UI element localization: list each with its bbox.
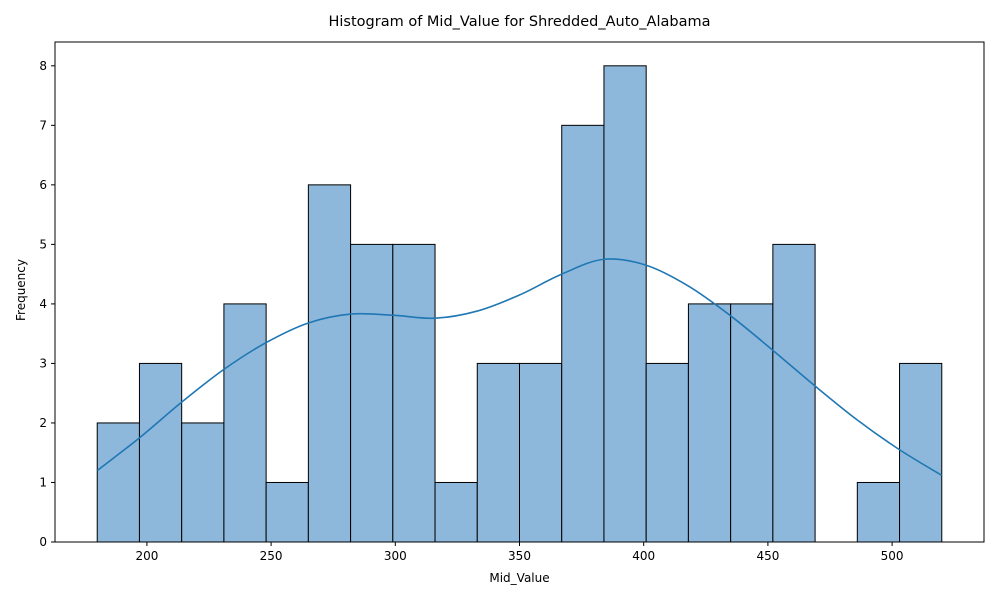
histogram-bars <box>96 65 943 543</box>
histogram-bar <box>645 362 689 543</box>
histogram-bar <box>603 65 647 543</box>
y-tick-label: 7 <box>39 118 47 132</box>
histogram-bar <box>392 243 436 543</box>
histogram-bar <box>307 184 352 543</box>
kde-curve <box>96 258 943 477</box>
x-tick-label: 450 <box>756 549 779 563</box>
y-tick-label: 8 <box>39 59 47 73</box>
y-tick-label: 6 <box>39 178 47 192</box>
histogram-bar <box>138 362 183 543</box>
y-tick-label: 5 <box>39 237 47 251</box>
x-tick-label: 200 <box>135 549 158 563</box>
histogram-bar <box>519 362 563 543</box>
x-tick-label: 400 <box>632 549 655 563</box>
x-tick-label: 350 <box>508 549 531 563</box>
histogram-bar <box>856 481 901 543</box>
histogram-bar <box>265 481 309 543</box>
y-axis-label: Frequency <box>14 259 28 321</box>
histogram-bar <box>476 362 521 543</box>
histogram-bar <box>730 303 774 543</box>
x-axis-label: Mid_Value <box>489 571 549 585</box>
chart-title: Histogram of Mid_Value for Shredded_Auto… <box>329 14 711 30</box>
y-tick-label: 0 <box>39 535 47 549</box>
y-tick-label: 2 <box>39 416 47 430</box>
y-tick-label: 3 <box>39 356 47 370</box>
histogram-bar <box>223 303 267 543</box>
histogram-bar <box>96 422 140 543</box>
histogram-bar <box>687 303 732 543</box>
x-tick-label: 250 <box>260 549 283 563</box>
y-tick-label: 1 <box>39 475 47 489</box>
histogram-bar <box>899 362 943 543</box>
histogram-bar <box>350 243 394 543</box>
y-tick-label: 4 <box>39 297 47 311</box>
histogram-bar <box>181 422 225 543</box>
histogram-bar <box>772 243 816 543</box>
x-tick-label: 300 <box>384 549 407 563</box>
x-axis-ticks: 200 250 300 350 400 450 500 <box>135 542 904 563</box>
histogram-bar <box>561 124 605 543</box>
histogram-bar <box>434 481 478 543</box>
x-tick-label: 500 <box>881 549 904 563</box>
y-axis-ticks: 0 1 2 3 4 5 6 7 8 <box>39 59 55 549</box>
